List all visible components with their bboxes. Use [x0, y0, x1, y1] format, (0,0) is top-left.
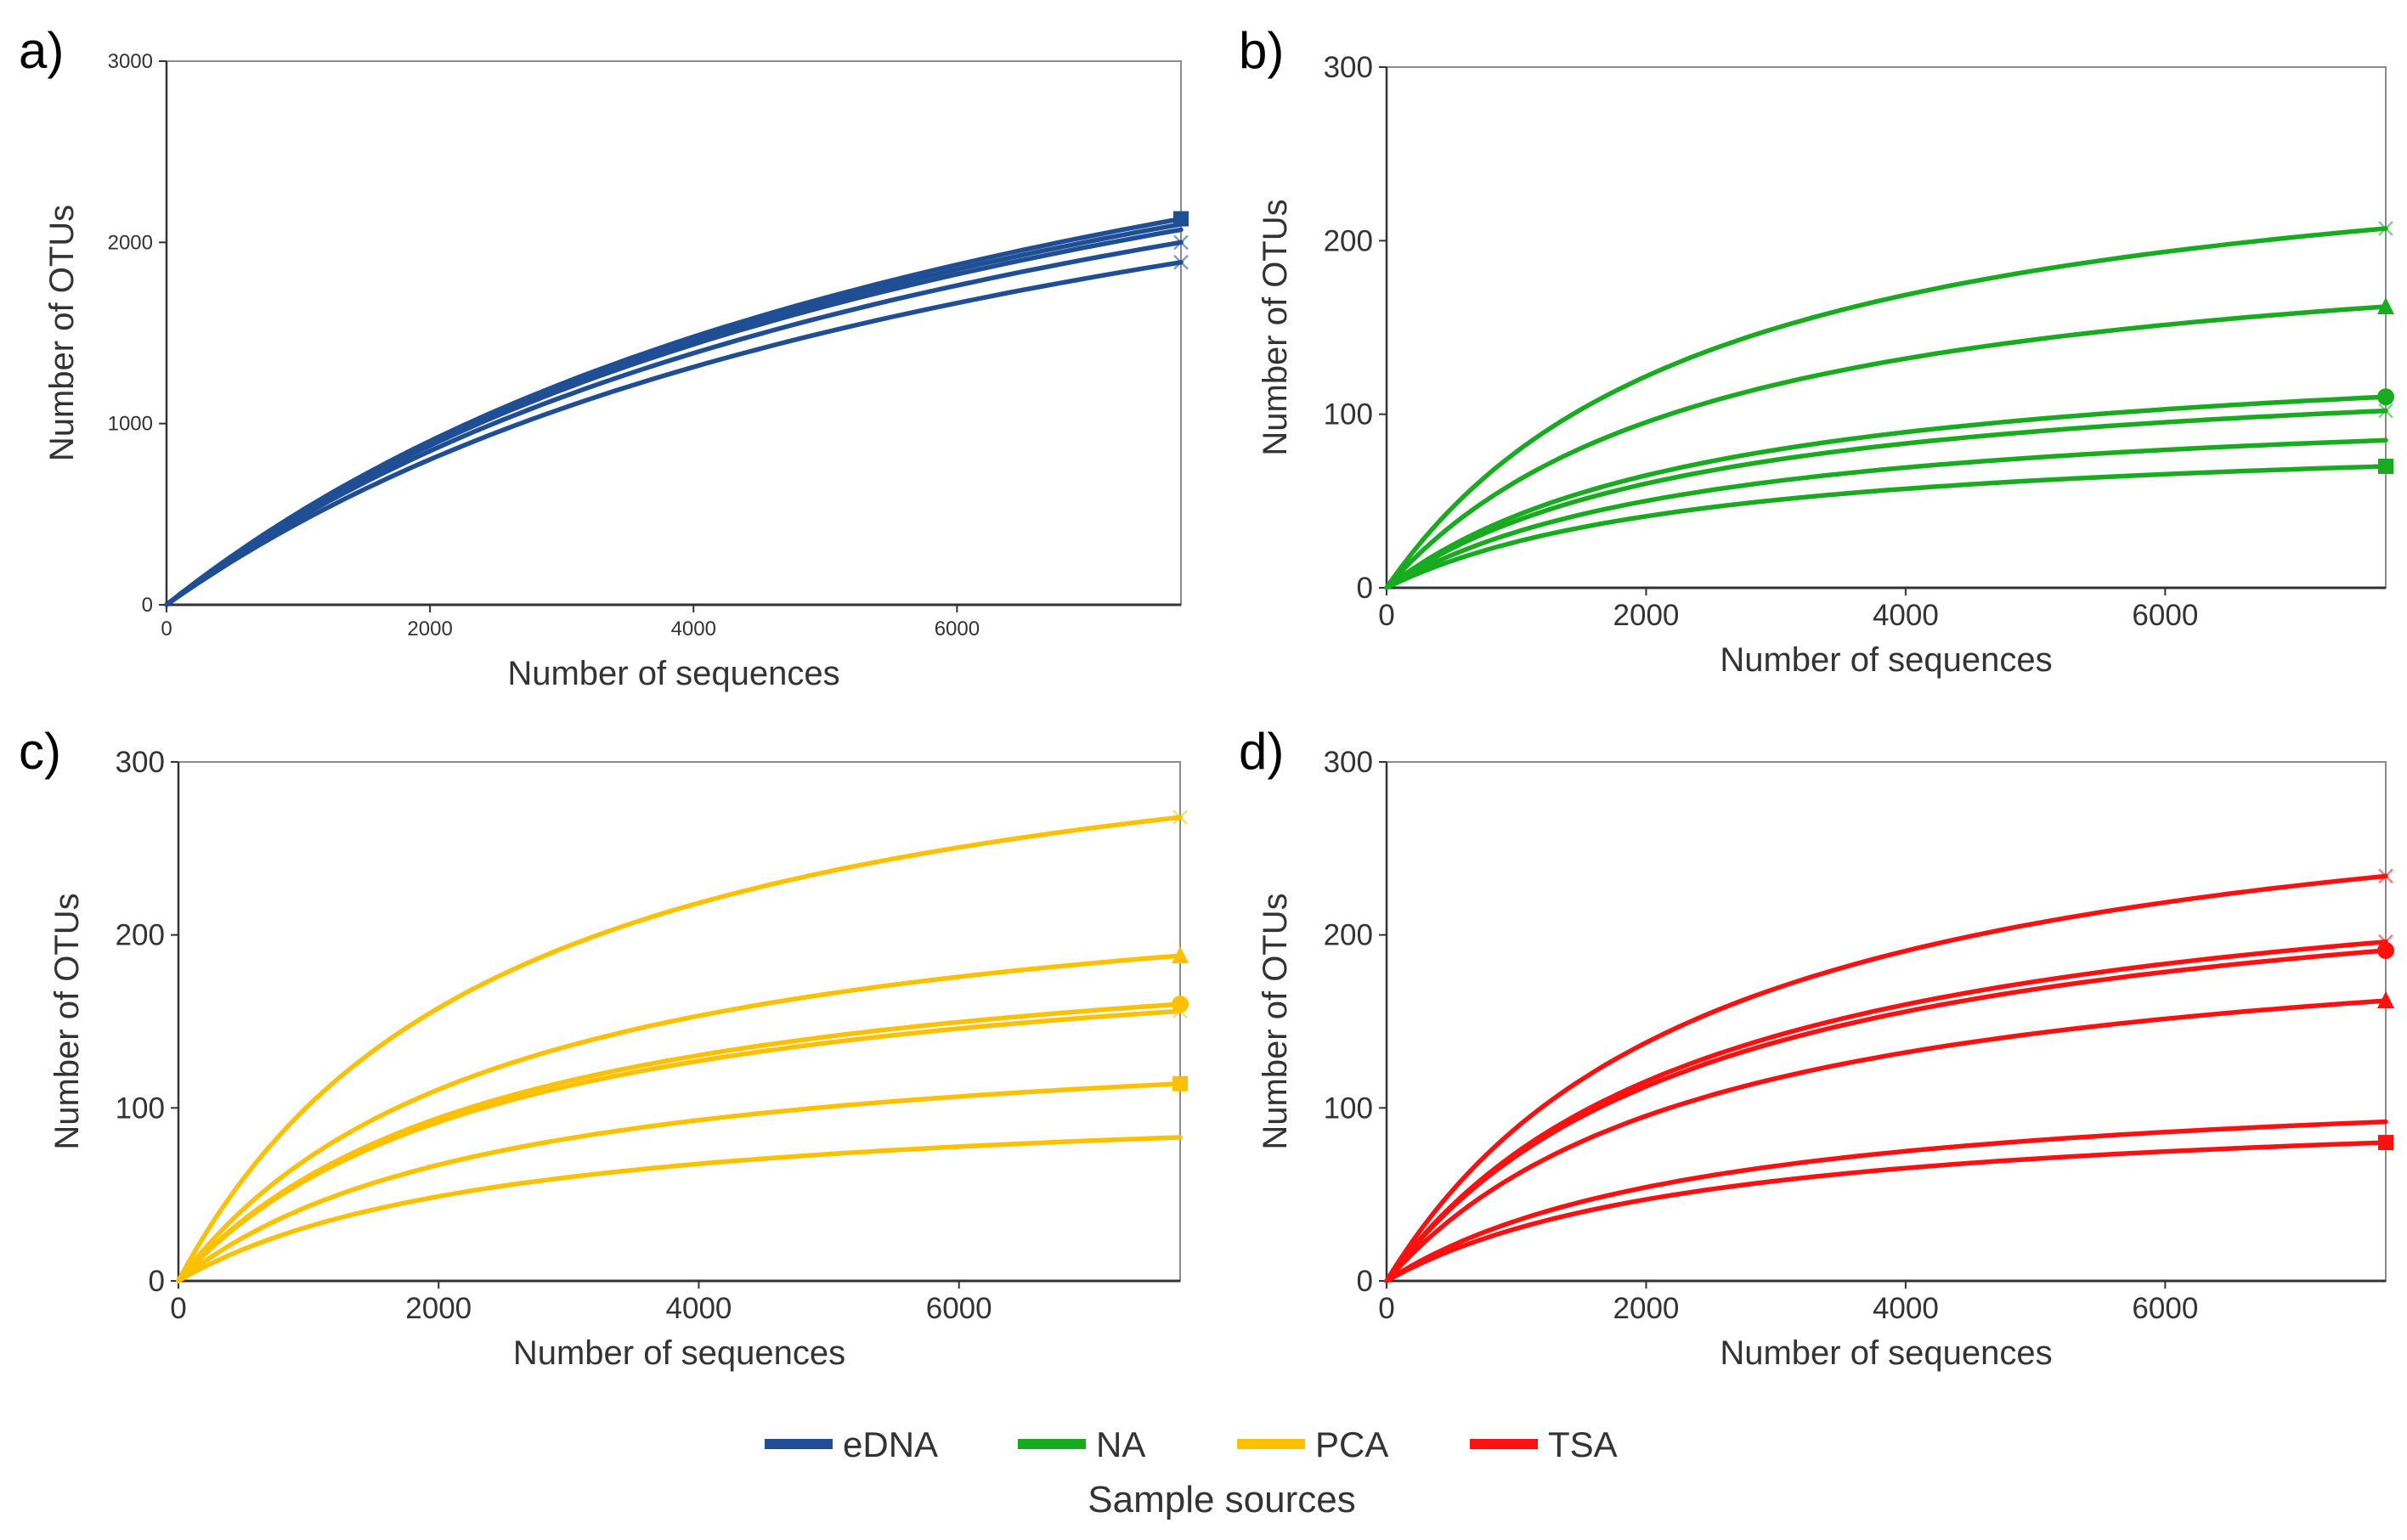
panel-tsa: 0 100 200 300 0 2000 4000 6000 Number of sequenc… [1239, 723, 2394, 1372]
curve-tsa-6 [1384, 1140, 2388, 1283]
x-axis-title: Number of sequences [1720, 1334, 2052, 1372]
y-tick-label: 0 [1357, 1265, 1373, 1298]
end-marker-pca-3 [1172, 996, 1189, 1013]
y-tick-label: 1000 [108, 413, 153, 436]
x-tick-label: 2000 [1613, 599, 1680, 632]
y-tick-label: 100 [1324, 398, 1373, 432]
y-tick-label: 0 [1357, 572, 1373, 605]
end-marker-na-6 [2378, 458, 2393, 474]
curve-na-4 [1384, 408, 2388, 590]
panel-edna: 0 1000 2000 3000 0 2000 4000 6000 Number of sequ… [19, 22, 1189, 692]
curve-tsa-5 [1384, 1119, 2388, 1283]
legend-label-pca: PCA [1315, 1424, 1388, 1464]
panel-na: 0 100 200 300 0 2000 4000 6000 Number of sequenc… [1239, 22, 2394, 679]
curve-pca-2 [176, 953, 1183, 1283]
end-marker-tsa-1 [2378, 868, 2393, 884]
x-tick-label: 6000 [935, 618, 980, 640]
y-tick-label: 2000 [108, 231, 153, 254]
y-axis-title: Number of OTUs [43, 205, 81, 461]
x-tick-label: 2000 [405, 1292, 472, 1325]
x-tick-label: 4000 [1873, 599, 1939, 632]
legend-title: Sample sources [1088, 1479, 1355, 1520]
y-tick-label: 200 [116, 919, 165, 952]
end-marker-tsa-6 [2378, 1135, 2393, 1151]
end-marker-pca-4 [1172, 1003, 1188, 1019]
legend-label-edna: eDNA [843, 1424, 938, 1464]
curve-pca-1 [176, 815, 1183, 1283]
end-marker-edna-5 [1173, 254, 1189, 270]
curve-pca-5 [176, 1081, 1183, 1283]
curve-na-1 [1384, 226, 2388, 590]
y-tick-label: 300 [116, 746, 165, 779]
x-tick-label: 0 [1378, 599, 1394, 632]
legend-label-tsa: TSA [1548, 1424, 1618, 1464]
x-axis-title: Number of sequences [513, 1334, 845, 1372]
y-tick-label: 0 [149, 1265, 165, 1298]
x-tick-label: 0 [1378, 1292, 1394, 1325]
panel-label: a) [19, 22, 64, 79]
x-axis-title: Number of sequences [507, 655, 839, 692]
end-marker-edna-4 [1173, 234, 1189, 251]
panel-label: c) [19, 723, 61, 780]
y-axis-title: Number of OTUs [1257, 199, 1294, 455]
x-tick-label: 2000 [1613, 1292, 1680, 1325]
legend-label-na: NA [1096, 1424, 1145, 1464]
end-marker-pca-2 [1172, 946, 1189, 964]
x-tick-label: 4000 [666, 1292, 732, 1325]
end-marker-tsa-4 [2377, 991, 2394, 1009]
x-tick-label: 0 [170, 1292, 186, 1325]
x-tick-label: 6000 [2132, 599, 2198, 632]
y-tick-label: 200 [1324, 224, 1373, 257]
y-axis-title: Number of OTUs [1257, 893, 1294, 1149]
curve-na-5 [1384, 437, 2388, 590]
plot-area [1386, 761, 2387, 1282]
y-tick-label: 100 [116, 1092, 165, 1125]
x-tick-label: 0 [161, 618, 172, 640]
y-axis-title: Number of OTUs [48, 893, 86, 1149]
end-marker-pca-5 [1172, 1075, 1188, 1092]
y-tick-label: 3000 [108, 50, 153, 73]
y-tick-label: 200 [1324, 919, 1373, 952]
x-tick-label: 4000 [671, 618, 716, 640]
end-marker-na-4 [2378, 403, 2393, 419]
end-marker-na-3 [2377, 388, 2394, 406]
end-marker-pca-1 [1172, 809, 1188, 826]
panel-label: d) [1239, 723, 1284, 780]
curve-pca-6 [176, 1135, 1183, 1283]
plot-area [166, 60, 1182, 606]
curve-na-2 [1384, 304, 2388, 590]
y-tick-label: 300 [1324, 746, 1373, 779]
curve-pca-4 [176, 1008, 1183, 1283]
curve-tsa-3 [1384, 948, 2388, 1283]
end-marker-na-1 [2378, 221, 2393, 236]
x-tick-label: 6000 [926, 1292, 992, 1325]
end-marker-na-2 [2377, 296, 2394, 314]
x-tick-label: 2000 [407, 618, 452, 640]
panel-pca: 0 100 200 300 0 2000 4000 6000 Number of sequenc… [19, 723, 1189, 1372]
legend: eDNA NA PCA TSA [765, 1424, 1618, 1464]
y-tick-label: 0 [142, 594, 153, 617]
curve-tsa-1 [1384, 873, 2388, 1283]
curve-na-3 [1384, 394, 2388, 590]
x-tick-label: 6000 [2132, 1292, 2198, 1325]
curve-edna-5 [164, 260, 1184, 607]
end-marker-tsa-3 [2377, 941, 2394, 959]
x-axis-title: Number of sequences [1720, 641, 2052, 679]
curve-tsa-4 [1384, 998, 2388, 1283]
y-tick-label: 100 [1324, 1092, 1373, 1125]
x-tick-label: 4000 [1873, 1292, 1939, 1325]
panel-label: b) [1239, 22, 1284, 79]
y-tick-label: 300 [1324, 51, 1373, 84]
curve-na-6 [1384, 464, 2388, 590]
